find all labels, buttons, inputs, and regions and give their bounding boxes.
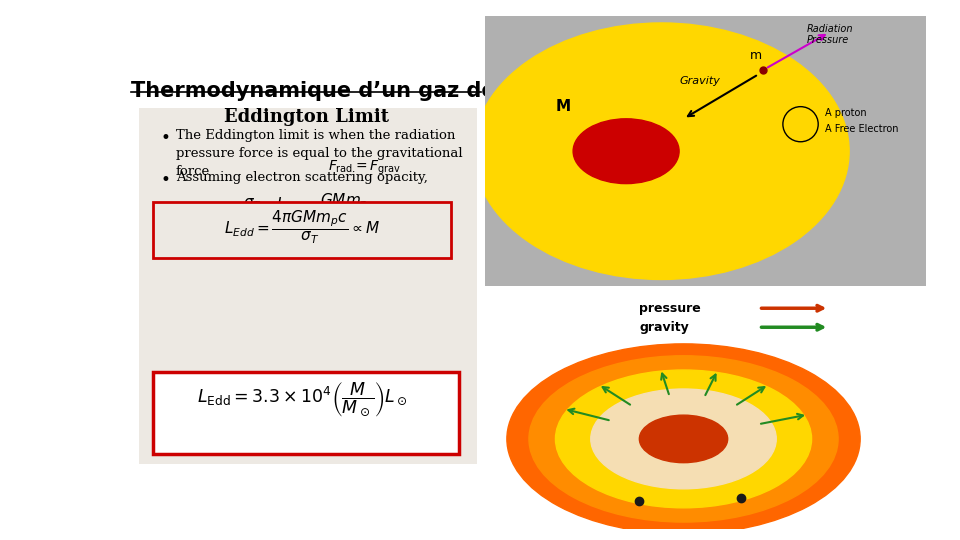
Text: Thermodynamique d’un gaz de photons: Thermodynamique d’un gaz de photons (132, 82, 599, 102)
Text: $\dfrac{\sigma_T}{c} \dfrac{L}{4\pi R^2} = \dfrac{GMm_p}{R^2}$: $\dfrac{\sigma_T}{c} \dfrac{L}{4\pi R^2}… (243, 192, 369, 232)
FancyBboxPatch shape (154, 202, 451, 258)
Text: •: • (161, 129, 171, 147)
Circle shape (507, 344, 860, 534)
Ellipse shape (474, 23, 850, 280)
Text: The Eddington limit is when the radiation
pressure force is equal to the gravita: The Eddington limit is when the radiatio… (176, 129, 463, 178)
Text: $F_\mathrm{rad} = F_\mathrm{grav}$: $F_\mathrm{rad} = F_\mathrm{grav}$ (328, 159, 401, 178)
Circle shape (529, 356, 838, 522)
Circle shape (556, 370, 811, 508)
Text: A Free Electron: A Free Electron (825, 124, 899, 134)
Text: $L_\mathrm{Edd} = 3.3 \times 10^4 \left(\dfrac{M}{M_\odot}\right) L_\odot$: $L_\mathrm{Edd} = 3.3 \times 10^4 \left(… (197, 381, 408, 419)
Text: A proton: A proton (825, 108, 867, 118)
Text: m: m (750, 49, 762, 63)
Text: Radiation
Pressure: Radiation Pressure (807, 24, 853, 45)
Text: Assuming electron scattering opacity,: Assuming electron scattering opacity, (176, 171, 427, 184)
Text: Eddington Limit: Eddington Limit (224, 109, 389, 126)
Circle shape (573, 119, 679, 184)
Circle shape (590, 389, 777, 489)
Text: M: M (556, 99, 570, 114)
FancyBboxPatch shape (154, 373, 459, 454)
Text: $L_{Edd} = \dfrac{4\pi G M m_p c}{\sigma_T} \propto M$: $L_{Edd} = \dfrac{4\pi G M m_p c}{\sigma… (225, 208, 380, 246)
Text: pressure: pressure (639, 302, 701, 315)
FancyBboxPatch shape (138, 109, 477, 464)
Text: •: • (161, 171, 171, 189)
Circle shape (639, 415, 728, 463)
Text: Gravity: Gravity (679, 76, 720, 86)
Text: gravity: gravity (639, 321, 689, 334)
